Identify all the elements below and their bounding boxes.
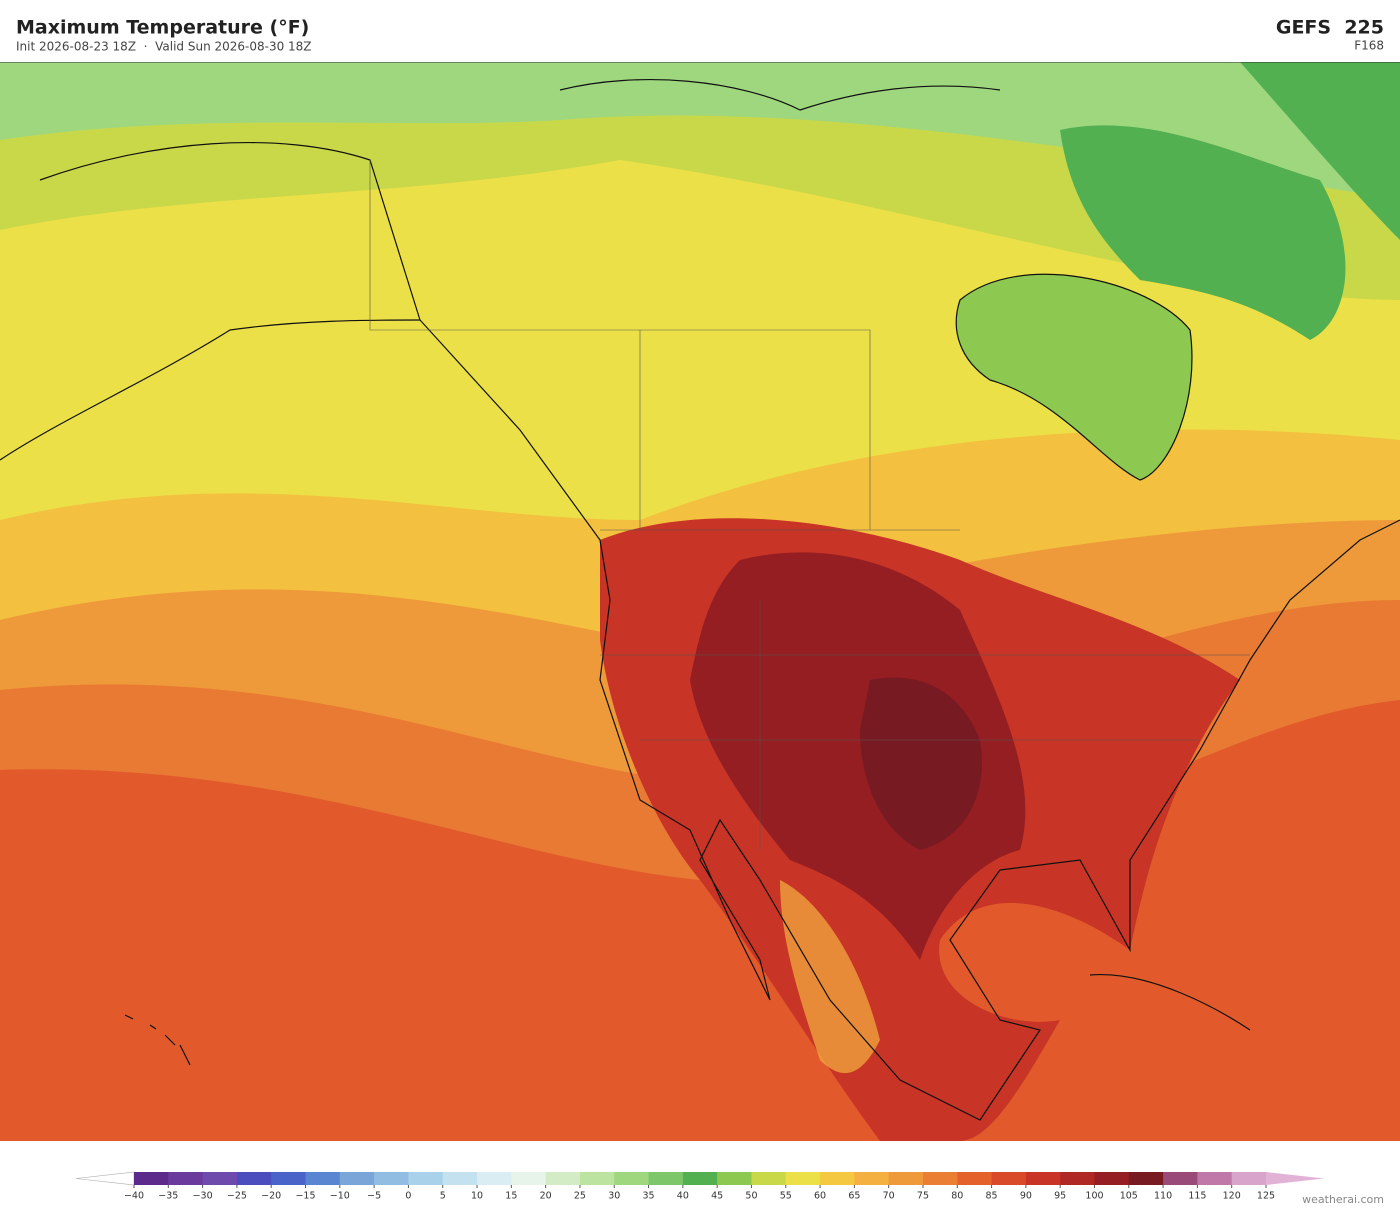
colorbar-tick-label: 125 <box>1257 1191 1275 1202</box>
colorbar-segment <box>374 1172 409 1185</box>
colorbar-tick-label: 100 <box>1085 1191 1103 1202</box>
colorbar-segment <box>888 1172 924 1185</box>
colorbar-segment <box>134 1172 169 1185</box>
colorbar-tick-label: 95 <box>1054 1191 1066 1202</box>
colorbar-segment <box>477 1172 512 1185</box>
model: GEFS 225 <box>1276 17 1384 39</box>
colorbar-tick-label: 45 <box>711 1191 723 1202</box>
title: Maximum Temperature (°F) <box>16 17 309 39</box>
colorbar-segment <box>854 1172 890 1185</box>
colorbar-tick-label: −15 <box>295 1191 315 1202</box>
colorbar-tick-label: 65 <box>848 1191 860 1202</box>
colorbar-segment <box>271 1172 307 1185</box>
colorbar-over <box>1266 1172 1324 1185</box>
colorbar-segment <box>1231 1172 1267 1185</box>
colorbar-segment <box>820 1172 855 1185</box>
colorbar-segment <box>614 1172 650 1185</box>
colorbar-tick-label: 15 <box>505 1191 517 1202</box>
colorbar-segment <box>305 1172 341 1185</box>
colorbar-segment <box>236 1172 272 1185</box>
colorbar-tick-label: −30 <box>193 1191 213 1202</box>
colorbar-tick-label: 55 <box>780 1191 792 1202</box>
colorbar-tick-label: 105 <box>1120 1191 1138 1202</box>
colorbar-tick-label: 25 <box>574 1191 586 1202</box>
colorbar-segment <box>922 1172 958 1185</box>
colorbar-segment <box>579 1172 615 1185</box>
colorbar-segment <box>1163 1172 1198 1185</box>
colorbar-tick-label: 10 <box>471 1191 483 1202</box>
colorbar-tick-label: 50 <box>745 1191 757 1202</box>
subtitle: Init 2026-08-23 18Z · Valid Sun 2026-08-… <box>16 40 312 54</box>
map <box>0 62 1400 1141</box>
colorbar-tick-label: 30 <box>608 1191 620 1202</box>
colorbar-tick-label: 120 <box>1223 1191 1241 1202</box>
colorbar-tick-label: 75 <box>917 1191 929 1202</box>
colorbar-tick-label: 85 <box>986 1191 998 1202</box>
colorbar-tick-label: 40 <box>677 1191 689 1202</box>
colorbar-tick-label: −25 <box>227 1191 247 1202</box>
colorbar-tick-label: −35 <box>158 1191 178 1202</box>
colorbar-segment <box>511 1172 547 1185</box>
colorbar-tick-label: 90 <box>1020 1191 1032 1202</box>
colorbar-segment <box>1060 1172 1095 1185</box>
colorbar-segment <box>785 1172 821 1185</box>
colorbar-tick-label: −10 <box>330 1191 350 1202</box>
colorbar-segment <box>339 1172 375 1185</box>
colorbar-segment <box>717 1172 752 1185</box>
colorbar-segment <box>1025 1172 1061 1185</box>
colorbar-segment <box>957 1172 993 1185</box>
colorbar-tick-label: 20 <box>540 1191 552 1202</box>
colorbar-segment <box>408 1172 444 1185</box>
colorbar-segment <box>751 1172 787 1185</box>
colorbar-segment <box>442 1172 478 1185</box>
colorbar-tick-label: 110 <box>1154 1191 1172 1202</box>
colorbar-tick-label: −20 <box>261 1191 281 1202</box>
colorbar-tick-label: 115 <box>1188 1191 1206 1202</box>
forecast-hour: F168 <box>1354 39 1384 53</box>
colorbar-tick-label: 35 <box>642 1191 654 1202</box>
colorbar-segment <box>991 1172 1027 1185</box>
colorbar-tick-label: 0 <box>405 1191 411 1202</box>
colorbar-segment <box>202 1172 238 1185</box>
credit: weatherai.com <box>1302 1193 1384 1206</box>
colorbar-tick-label: 60 <box>814 1191 826 1202</box>
colorbar-under <box>75 1171 135 1186</box>
colorbar-segment <box>1094 1172 1130 1185</box>
colorbar-segment <box>682 1172 718 1185</box>
colorbar-tick-label: −40 <box>124 1191 144 1202</box>
colorbar-segment <box>168 1172 204 1185</box>
colorbar-tick-label: 70 <box>883 1191 895 1202</box>
colorbar-segment <box>1128 1172 1164 1185</box>
colorbar-segment <box>1197 1172 1233 1185</box>
colorbar-tick-label: 5 <box>440 1191 446 1202</box>
colorbar-tick-label: −5 <box>367 1191 381 1202</box>
colorbar-tick-label: 80 <box>951 1191 963 1202</box>
colorbar-segment <box>648 1172 684 1185</box>
colorbar: −40 −35 −30 −25 −20 −15 −10 −5 0 5 10 15 20 25 30 35 40 4… <box>75 1171 1324 1202</box>
colorbar-segment <box>545 1172 581 1185</box>
